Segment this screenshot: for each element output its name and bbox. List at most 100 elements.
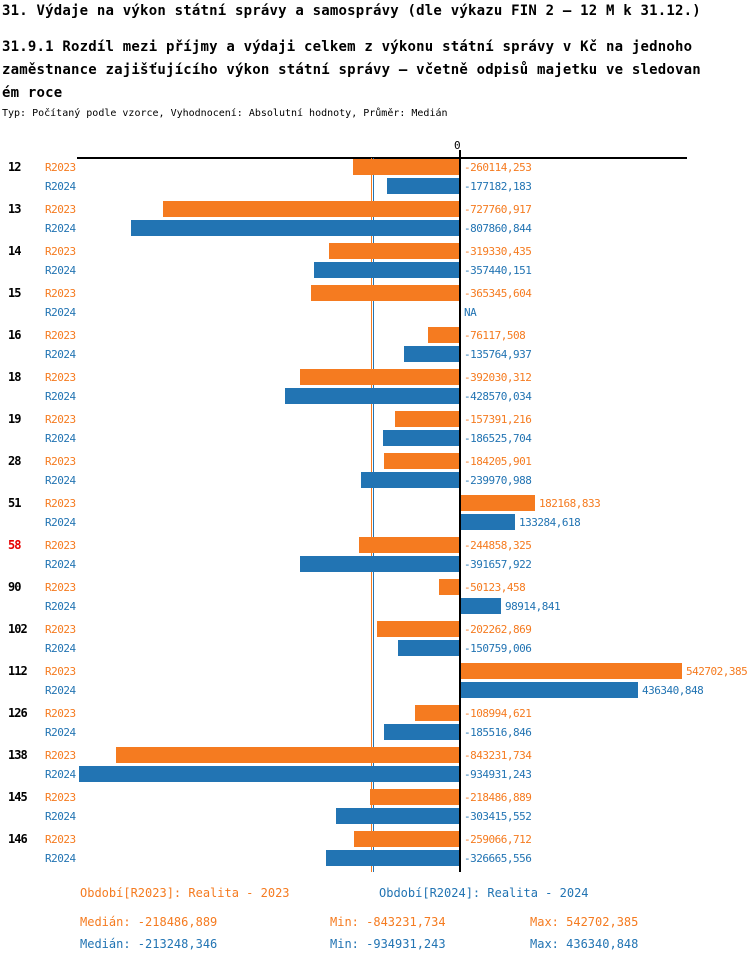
category-label-112: 112 bbox=[8, 664, 28, 678]
value-label-r2023-146: -259066,712 bbox=[464, 833, 532, 846]
series-label-r2023: R2023 bbox=[45, 329, 76, 342]
category-label-13: 13 bbox=[8, 202, 21, 216]
series-label-r2023: R2023 bbox=[45, 707, 76, 720]
axis-line bbox=[77, 157, 687, 159]
value-label-r2023-14: -319330,435 bbox=[464, 245, 532, 258]
bar-r2024-16 bbox=[404, 346, 459, 362]
series-label-r2023: R2023 bbox=[45, 581, 76, 594]
zero-baseline bbox=[459, 150, 461, 872]
value-label-r2023-18: -392030,312 bbox=[464, 371, 532, 384]
value-label-r2023-112: 542702,385 bbox=[686, 665, 748, 678]
bar-r2024-18 bbox=[285, 388, 459, 404]
series-label-r2023: R2023 bbox=[45, 245, 76, 258]
value-label-r2024-90: 98914,841 bbox=[505, 600, 561, 613]
series-label-r2024: R2024 bbox=[45, 432, 76, 445]
series-label-r2023: R2023 bbox=[45, 203, 76, 216]
value-label-r2023-28: -184205,901 bbox=[464, 455, 532, 468]
value-label-r2023-19: -157391,216 bbox=[464, 413, 532, 426]
bar-r2023-13 bbox=[163, 201, 459, 217]
value-label-r2024-12: -177182,183 bbox=[464, 180, 532, 193]
bar-r2023-102 bbox=[377, 621, 459, 637]
series-label-r2024: R2024 bbox=[45, 390, 76, 403]
value-label-r2023-90: -50123,458 bbox=[464, 581, 526, 594]
bar-r2023-58 bbox=[359, 537, 459, 553]
category-label-138: 138 bbox=[8, 748, 28, 762]
series-label-r2024: R2024 bbox=[45, 642, 76, 655]
series-label-r2024: R2024 bbox=[45, 222, 76, 235]
category-label-18: 18 bbox=[8, 370, 21, 384]
value-label-r2024-145: -303415,552 bbox=[464, 810, 532, 823]
stat-max-r2023: Max: 542702,385 bbox=[530, 915, 639, 929]
value-label-r2024-126: -185516,846 bbox=[464, 726, 532, 739]
bar-r2024-90 bbox=[461, 598, 501, 614]
legend-r2024: Období[R2024]: Realita - 2024 bbox=[379, 886, 589, 900]
series-label-r2024: R2024 bbox=[45, 600, 76, 613]
series-label-r2024: R2024 bbox=[45, 852, 76, 865]
series-label-r2024: R2024 bbox=[45, 768, 76, 781]
chart-meta: Typ: Počítaný podle vzorce, Vyhodnocení:… bbox=[2, 108, 448, 119]
series-label-r2024: R2024 bbox=[45, 684, 76, 697]
series-label-r2023: R2023 bbox=[45, 749, 76, 762]
zero-tick-label: 0 bbox=[454, 139, 461, 152]
subtitle-line-1: 31.9.1 Rozdíl mezi příjmy a výdaji celke… bbox=[2, 39, 693, 55]
value-label-r2024-112: 436340,848 bbox=[642, 684, 704, 697]
value-label-r2024-146: -326665,556 bbox=[464, 852, 532, 865]
series-label-r2023: R2023 bbox=[45, 791, 76, 804]
median-line-r2023 bbox=[371, 158, 372, 872]
series-label-r2023: R2023 bbox=[45, 623, 76, 636]
category-label-16: 16 bbox=[8, 328, 21, 342]
value-label-r2024-19: -186525,704 bbox=[464, 432, 532, 445]
bar-r2023-51 bbox=[461, 495, 535, 511]
series-label-r2023: R2023 bbox=[45, 665, 76, 678]
value-label-r2023-126: -108994,621 bbox=[464, 707, 532, 720]
category-label-15: 15 bbox=[8, 286, 21, 300]
bar-r2023-112 bbox=[461, 663, 682, 679]
value-label-r2024-14: -357440,151 bbox=[464, 264, 532, 277]
bar-r2024-19 bbox=[383, 430, 459, 446]
series-label-r2023: R2023 bbox=[45, 413, 76, 426]
stat-median-r2023: Medián: -218486,889 bbox=[80, 915, 218, 929]
series-label-r2023: R2023 bbox=[45, 497, 76, 510]
value-label-r2023-102: -202262,869 bbox=[464, 623, 532, 636]
bar-r2023-15 bbox=[311, 285, 459, 301]
category-label-14: 14 bbox=[8, 244, 21, 258]
bar-r2023-19 bbox=[395, 411, 459, 427]
category-label-102: 102 bbox=[8, 622, 28, 636]
stat-max-r2024: Max: 436340,848 bbox=[530, 937, 639, 951]
bar-r2023-126 bbox=[415, 705, 459, 721]
bar-r2023-138 bbox=[116, 747, 459, 763]
category-label-126: 126 bbox=[8, 706, 28, 720]
category-label-51: 51 bbox=[8, 496, 21, 510]
value-label-r2023-51: 182168,833 bbox=[539, 497, 601, 510]
bar-r2024-146 bbox=[326, 850, 459, 866]
series-label-r2023: R2023 bbox=[45, 371, 76, 384]
value-label-r2024-28: -239970,988 bbox=[464, 474, 532, 487]
series-label-r2024: R2024 bbox=[45, 264, 76, 277]
series-label-r2023: R2023 bbox=[45, 539, 76, 552]
legend-r2023: Období[R2023]: Realita - 2023 bbox=[80, 886, 290, 900]
value-label-r2024-13: -807860,844 bbox=[464, 222, 532, 235]
stat-min-r2023: Min: -843231,734 bbox=[330, 915, 446, 929]
category-label-145: 145 bbox=[8, 790, 28, 804]
bar-r2024-102 bbox=[398, 640, 459, 656]
bar-r2023-16 bbox=[428, 327, 459, 343]
value-label-r2023-145: -218486,889 bbox=[464, 791, 532, 804]
category-label-19: 19 bbox=[8, 412, 21, 426]
value-label-r2023-12: -260114,253 bbox=[464, 161, 532, 174]
value-label-r2024-138: -934931,243 bbox=[464, 768, 532, 781]
stat-median-r2024: Medián: -213248,346 bbox=[80, 937, 218, 951]
bar-r2024-51 bbox=[461, 514, 515, 530]
value-label-r2023-138: -843231,734 bbox=[464, 749, 532, 762]
value-label-r2023-13: -727760,917 bbox=[464, 203, 532, 216]
series-label-r2024: R2024 bbox=[45, 810, 76, 823]
series-label-r2023: R2023 bbox=[45, 455, 76, 468]
bar-r2024-14 bbox=[314, 262, 459, 278]
series-label-r2024: R2024 bbox=[45, 726, 76, 739]
series-label-r2023: R2023 bbox=[45, 833, 76, 846]
bar-r2023-14 bbox=[329, 243, 459, 259]
series-label-r2024: R2024 bbox=[45, 474, 76, 487]
category-label-12: 12 bbox=[8, 160, 21, 174]
series-label-r2024: R2024 bbox=[45, 348, 76, 361]
value-label-r2023-15: -365345,604 bbox=[464, 287, 532, 300]
